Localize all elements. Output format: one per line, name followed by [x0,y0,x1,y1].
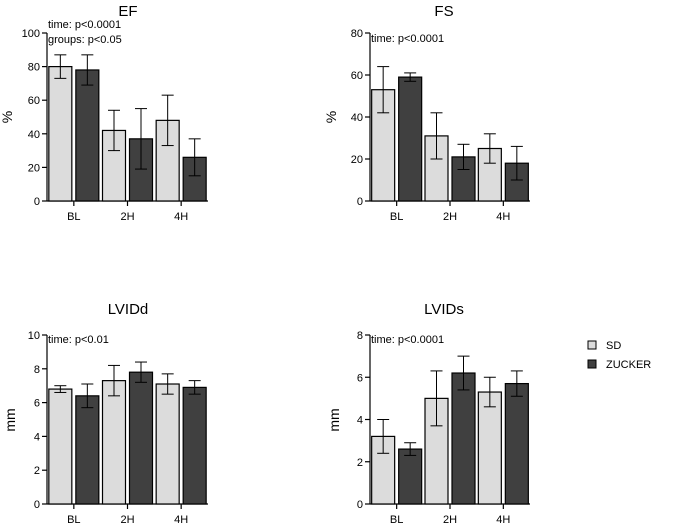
figure-canvas: EF % time: p<0.0001 groups: p<0.05 02040… [0,0,685,523]
bar-sd [478,392,501,504]
legend-swatch-zucker [588,360,596,368]
chart-title: FS [434,3,453,20]
legend-label-sd: SD [606,340,621,352]
x-tick-label: BL [67,514,80,523]
y-tick-label: 10 [28,330,40,342]
x-tick-label: 2H [120,211,134,223]
bar-sd [49,67,72,201]
y-tick-label: 2 [34,465,40,477]
x-tick-label: 4H [496,211,510,223]
y-axis-label: mm [2,408,18,431]
x-tick-label: BL [67,211,80,223]
x-tick-label: BL [390,211,403,223]
y-tick-label: 0 [34,196,40,208]
chart-panel-ef: EF % time: p<0.0001 groups: p<0.05 0 20 40… [0,3,208,223]
bar-zucker [76,396,99,504]
y-tick-label: 8 [34,364,40,376]
x-tick-label: BL [390,514,403,523]
stats-annotation: time: p<0.0001 [48,19,121,31]
chart-title: LVIDd [108,301,149,318]
stats-annotation: time: p<0.0001 [371,334,444,346]
y-tick-label: 60 [28,95,40,107]
y-tick-label: 8 [357,330,363,342]
chart-panel-fs: FS % time: p<0.0001 0 20 40 60 80 BL 2H 4H [323,3,530,223]
x-tick-label: 4H [174,211,188,223]
y-tick-label: 40 [28,129,40,141]
y-tick-label: 4 [357,415,363,427]
stats-annotation: time: p<0.01 [48,334,109,346]
y-axis-label: mm [326,408,342,431]
legend-label-zucker: ZUCKER [606,359,651,371]
bar-zucker [399,449,422,504]
y-tick-label: 80 [351,28,363,40]
bar-sd [156,384,179,504]
x-tick-label: 2H [443,514,457,523]
bar-zucker [76,70,99,201]
y-tick-label: 20 [351,154,363,166]
y-tick-label: 0 [357,196,363,208]
y-tick-label: 40 [351,112,363,124]
y-tick-label: 4 [34,431,40,443]
x-tick-label: 2H [443,211,457,223]
x-tick-label: 4H [496,514,510,523]
stats-annotation: groups: p<0.05 [48,34,122,46]
bar-zucker [452,373,475,504]
stats-annotation: time: p<0.0001 [371,33,444,45]
y-tick-label: 0 [357,499,363,511]
chart-title: LVIDs [424,301,464,318]
chart-panel-lvidd: LVIDd mm time: p<0.01 0 2 4 6 8 10 BL 2H 4H [2,301,208,523]
x-tick-label: 2H [120,514,134,523]
y-axis-label: % [0,111,15,123]
y-tick-label: 20 [28,162,40,174]
bar-zucker [183,387,206,504]
y-tick-label: 100 [22,28,40,40]
legend-swatch-sd [588,341,596,349]
chart-title: EF [118,3,137,20]
y-tick-label: 2 [357,457,363,469]
bar-zucker [505,384,528,504]
y-tick-label: 6 [34,398,40,410]
bar-sd [49,389,72,504]
bar-zucker [399,77,422,201]
y-tick-label: 0 [34,499,40,511]
y-tick-label: 60 [351,70,363,82]
x-tick-label: 4H [174,514,188,523]
bar-sd [103,381,126,504]
chart-panel-lvids: LVIDs mm time: p<0.0001 0 2 4 6 8 BL 2H 4H [326,301,530,523]
y-axis-label: % [323,111,339,123]
y-tick-label: 80 [28,62,40,74]
y-tick-label: 6 [357,372,363,384]
legend: SD ZUCKER [588,340,651,371]
bar-zucker [130,372,153,504]
